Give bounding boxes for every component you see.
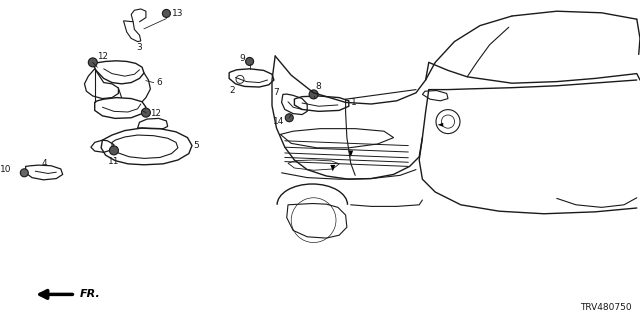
Text: 14: 14 <box>273 117 284 126</box>
Text: 2: 2 <box>229 86 235 95</box>
Circle shape <box>109 146 118 155</box>
Polygon shape <box>330 165 335 172</box>
Text: FR.: FR. <box>79 289 100 300</box>
Text: 13: 13 <box>172 9 183 18</box>
FancyArrowPatch shape <box>40 291 72 298</box>
Text: 12: 12 <box>150 109 161 118</box>
Circle shape <box>88 58 97 67</box>
Text: 1: 1 <box>351 98 356 107</box>
Circle shape <box>141 108 150 117</box>
Polygon shape <box>438 123 443 127</box>
Polygon shape <box>348 150 353 157</box>
Text: 5: 5 <box>193 141 199 150</box>
Text: TRV480750: TRV480750 <box>580 303 632 312</box>
Circle shape <box>285 114 293 122</box>
Text: 10: 10 <box>0 165 12 174</box>
Text: 9: 9 <box>239 54 245 63</box>
Circle shape <box>163 9 170 17</box>
Text: 12: 12 <box>97 52 108 61</box>
Text: 7: 7 <box>273 88 279 97</box>
Circle shape <box>309 90 318 99</box>
Circle shape <box>20 169 28 177</box>
Text: 8: 8 <box>315 82 321 91</box>
Text: 4: 4 <box>42 159 47 168</box>
Text: 6: 6 <box>157 78 163 87</box>
Circle shape <box>246 58 253 65</box>
Text: 3: 3 <box>136 44 142 52</box>
Text: 11: 11 <box>108 157 120 166</box>
